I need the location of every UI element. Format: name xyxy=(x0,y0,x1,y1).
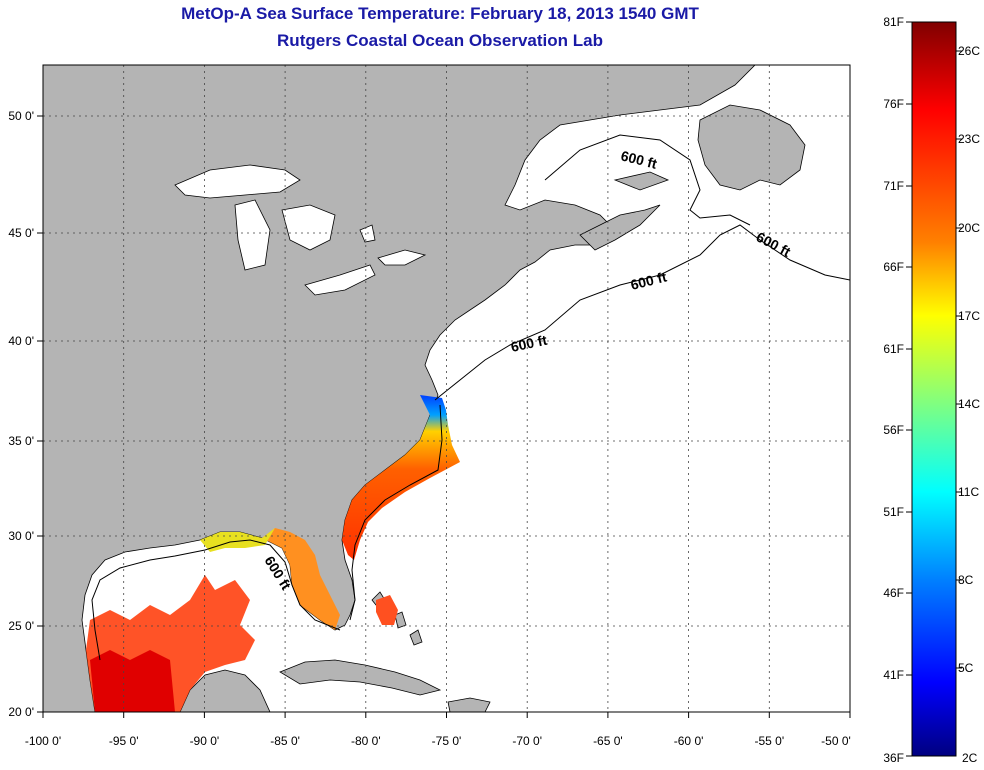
colorbar-ticks xyxy=(906,21,962,757)
cb-f-label: 56F xyxy=(883,423,904,437)
lon-label: -95 0' xyxy=(109,734,139,748)
lon-label: -100 0' xyxy=(25,734,61,748)
lat-label: 40 0' xyxy=(8,334,34,348)
lon-label: -85 0' xyxy=(270,734,300,748)
land-nova-scotia xyxy=(579,204,661,251)
cb-f-label: 71F xyxy=(883,179,904,193)
cb-c-label: 20C xyxy=(958,221,980,235)
cb-c-label: 26C xyxy=(958,44,980,58)
colorbar xyxy=(911,21,957,757)
colorbar-celsius-labels: 26C 23C 20C 17C 14C 11C 8C 5C 2C xyxy=(958,44,980,765)
tick-marks xyxy=(37,115,851,718)
sst-florida-shelf xyxy=(262,528,340,630)
lon-label: -60 0' xyxy=(674,734,704,748)
longitude-labels: -100 0' -95 0' -90 0' -85 0' -80 0' -75 … xyxy=(25,734,851,748)
sst-bahamas xyxy=(376,595,398,625)
cb-f-label: 76F xyxy=(883,97,904,111)
lon-label: -75 0' xyxy=(432,734,462,748)
lon-label: -90 0' xyxy=(190,734,220,748)
land-cuba xyxy=(279,659,442,696)
cb-c-label: 14C xyxy=(958,397,980,411)
cb-c-label: 5C xyxy=(958,661,974,675)
land-newfoundland xyxy=(697,104,806,191)
lon-label: -50 0' xyxy=(821,734,851,748)
lat-label: 25 0' xyxy=(8,619,34,633)
cb-f-label: 61F xyxy=(883,342,904,356)
map-subtitle: Rutgers Coastal Ocean Observation Lab xyxy=(277,31,603,50)
great-lakes xyxy=(174,164,427,296)
lat-label: 20 0' xyxy=(8,705,34,719)
lat-label: 50 0' xyxy=(8,109,34,123)
latitude-labels: 20 0' 25 0' 30 0' 35 0' 40 0' 45 0' 50 0… xyxy=(8,109,34,719)
cb-c-label: 2C xyxy=(962,751,978,765)
cb-f-label: 51F xyxy=(883,505,904,519)
cb-c-label: 8C xyxy=(958,573,974,587)
cb-f-label: 81F xyxy=(883,15,904,29)
lon-label: -55 0' xyxy=(754,734,784,748)
map-title: MetOp-A Sea Surface Temperature: Februar… xyxy=(181,4,699,23)
cb-f-label: 66F xyxy=(883,260,904,274)
isobath-label: 600 ft xyxy=(509,332,548,355)
cb-c-label: 17C xyxy=(958,309,980,323)
lon-label: -65 0' xyxy=(593,734,623,748)
lon-label: -80 0' xyxy=(351,734,381,748)
colorbar-fahrenheit-labels: 81F 76F 71F 66F 61F 56F 51F 46F 41F 36F xyxy=(883,15,904,765)
land-anticosti xyxy=(613,171,670,191)
cb-c-label: 23C xyxy=(958,132,980,146)
land-yucatan xyxy=(179,669,271,712)
cb-f-label: 41F xyxy=(883,668,904,682)
lat-label: 30 0' xyxy=(8,529,34,543)
lat-label: 45 0' xyxy=(8,226,34,240)
lon-label: -70 0' xyxy=(512,734,542,748)
cb-c-label: 11C xyxy=(958,485,979,499)
sst-gulf-stream xyxy=(342,395,460,560)
cb-f-label: 46F xyxy=(883,586,904,600)
lat-label: 35 0' xyxy=(8,434,34,448)
isobath-600ft xyxy=(91,134,850,661)
cb-f-label: 36F xyxy=(883,751,904,765)
land-hispaniola xyxy=(447,697,491,712)
sst-bay-of-campeche xyxy=(90,650,175,712)
graticule xyxy=(43,65,850,712)
